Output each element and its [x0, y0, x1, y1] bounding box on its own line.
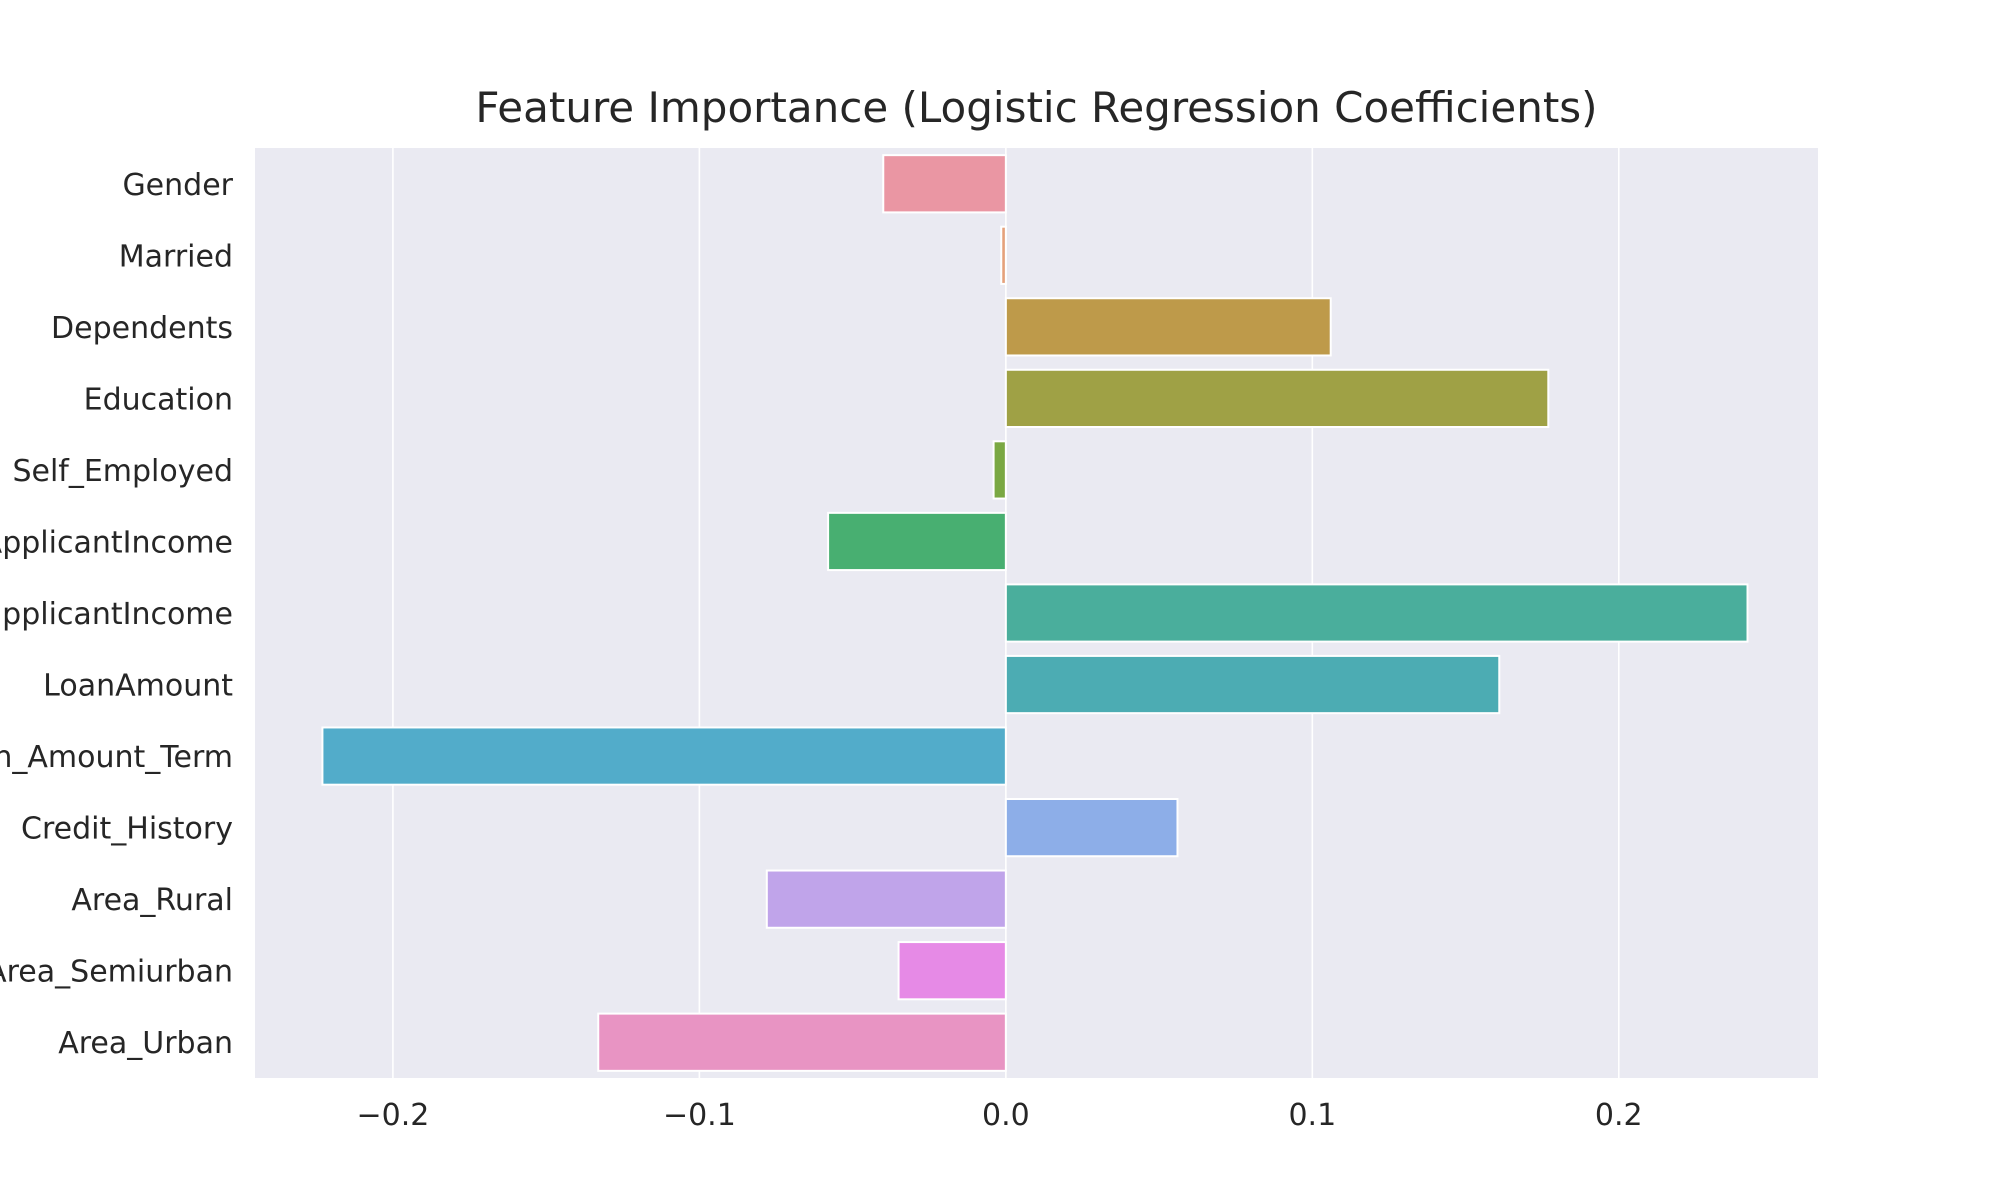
x-tick-label: 0.2 [1595, 1098, 1643, 1133]
bar-married [1000, 225, 1007, 285]
y-tick-label: Area_Semiurban [0, 955, 233, 990]
y-tick-labels: Gender Married Dependents Education Self_Emp… [0, 168, 234, 1061]
bar-self-employed [992, 440, 1007, 500]
bar-area-urban [597, 1012, 1007, 1072]
bar-education [1004, 368, 1550, 428]
bar-dependents [1004, 297, 1332, 357]
y-tick-label: Loan_Amount_Term [0, 740, 233, 775]
y-tick-label: LoanAmount [43, 669, 233, 704]
y-tick-label: Credit_History [21, 812, 233, 847]
chart-title: Feature Importance (Logistic Regression … [475, 83, 1597, 132]
bar-applicantincome [827, 511, 1007, 572]
y-tick-label: ApplicantIncome [0, 525, 233, 560]
x-tick-label: 0.1 [1288, 1098, 1336, 1133]
bar-loan-amount-term [321, 726, 1007, 786]
bar-credit-history [1004, 798, 1179, 858]
y-tick-label: CoapplicantIncome [0, 597, 233, 632]
x-tick-label: 0.0 [982, 1098, 1030, 1133]
y-tick-label: Dependents [51, 311, 233, 346]
x-tick-label: −0.2 [356, 1098, 429, 1133]
y-tick-label: Married [119, 239, 233, 274]
bar-area-rural [765, 869, 1007, 929]
y-tick-label: Education [84, 382, 233, 417]
y-tick-label: Gender [122, 168, 233, 203]
x-tick-labels: −0.2 −0.1 0.0 0.1 0.2 [356, 1098, 1642, 1133]
y-tick-label: Self_Employed [12, 454, 233, 489]
bar-coapplicantincome [1004, 583, 1749, 643]
y-tick-label: Area_Urban [58, 1026, 233, 1061]
bar-gender [882, 154, 1007, 214]
bars [321, 154, 1749, 1072]
x-tick-label: −0.1 [663, 1098, 736, 1133]
bar-area-semiurban [897, 941, 1007, 1001]
bar-loanamount [1004, 654, 1501, 715]
y-tick-label: Area_Rural [71, 883, 233, 918]
